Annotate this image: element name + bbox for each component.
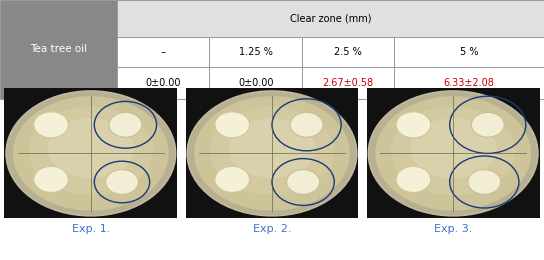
Bar [117, 67, 209, 99]
Bar [117, 37, 209, 67]
Bar [0, 0, 117, 99]
Circle shape [106, 170, 138, 194]
Bar [209, 67, 302, 99]
Circle shape [34, 112, 69, 138]
Ellipse shape [187, 91, 357, 216]
Ellipse shape [194, 96, 350, 211]
Text: Exp. 2.: Exp. 2. [253, 224, 291, 234]
Bar [302, 67, 394, 99]
Circle shape [287, 170, 319, 194]
Text: 6.33±2.08: 6.33±2.08 [444, 78, 494, 88]
Text: 5 %: 5 % [460, 47, 479, 57]
Text: Exp. 3.: Exp. 3. [434, 224, 472, 234]
Circle shape [34, 166, 69, 192]
Text: 0±0.00: 0±0.00 [238, 78, 274, 88]
Text: 2.5 %: 2.5 % [334, 47, 362, 57]
Bar [117, 0, 544, 37]
Ellipse shape [48, 118, 134, 178]
Text: Exp. 1.: Exp. 1. [72, 224, 110, 234]
Circle shape [471, 112, 504, 137]
Circle shape [215, 112, 250, 138]
Ellipse shape [375, 96, 531, 211]
Circle shape [215, 166, 250, 192]
Ellipse shape [410, 118, 497, 178]
Bar [302, 37, 394, 67]
Circle shape [290, 112, 323, 137]
Ellipse shape [228, 118, 316, 178]
Text: –: – [161, 47, 165, 57]
Bar [209, 37, 302, 67]
Circle shape [396, 112, 431, 138]
Bar [394, 37, 544, 67]
Bar [394, 67, 544, 99]
Text: 2.67±0.58: 2.67±0.58 [323, 78, 374, 88]
Text: Clear zone (mm): Clear zone (mm) [290, 13, 371, 23]
Circle shape [468, 170, 500, 194]
Text: Tea tree oil: Tea tree oil [30, 44, 87, 54]
Ellipse shape [210, 107, 334, 195]
Circle shape [396, 166, 431, 192]
Ellipse shape [368, 91, 538, 216]
Text: 0±0.00: 0±0.00 [145, 78, 181, 88]
Circle shape [109, 112, 142, 137]
Text: 1.25 %: 1.25 % [239, 47, 273, 57]
Ellipse shape [13, 96, 169, 211]
Ellipse shape [6, 91, 176, 216]
Ellipse shape [29, 107, 153, 195]
Ellipse shape [391, 107, 515, 195]
